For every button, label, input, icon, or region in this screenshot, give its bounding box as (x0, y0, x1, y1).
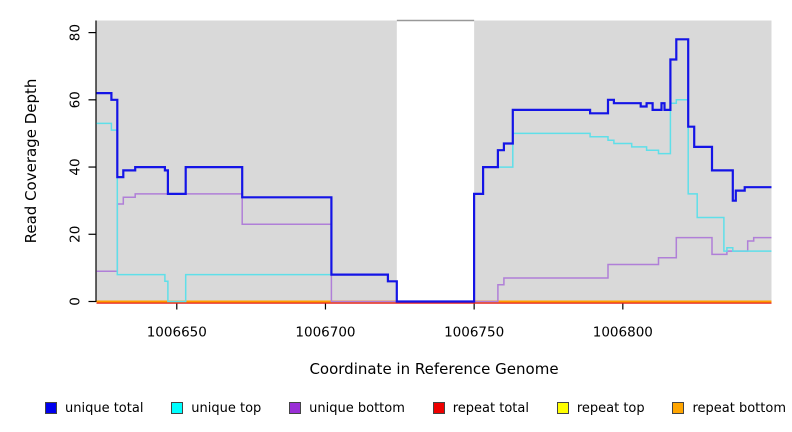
legend-swatch-repeat-total (432, 402, 445, 414)
legend-swatch-unique-top (171, 402, 184, 414)
y-tick-label: 20 (68, 226, 84, 243)
legend-swatch-unique-bottom (289, 402, 302, 414)
series-line-unique-total (96, 38, 772, 303)
plot-background-layer (96, 19, 772, 302)
legend-label: unique bottom (309, 400, 405, 416)
legend-item-unique-bottom: unique bottom (289, 401, 405, 416)
series-line-unique-top (96, 99, 772, 303)
legend-swatch-unique-total (45, 402, 57, 414)
y-axis-title: Read Coverage Depth (22, 79, 40, 244)
legend-label: repeat top (576, 400, 645, 416)
legend-label: repeat bottom (692, 400, 786, 416)
legend-label: repeat total (452, 400, 529, 416)
legend-item-unique-top: unique top (171, 401, 261, 416)
legend-swatch-repeat-bottom (672, 402, 685, 414)
x-tick-label: 1006700 (295, 325, 355, 341)
legend-item-repeat-total: repeat total (432, 400, 529, 416)
plot-background (96, 20, 397, 302)
plot-background (474, 20, 772, 302)
series-line-unique-bottom (96, 193, 772, 303)
legend-item-repeat-bottom: repeat bottom (672, 401, 786, 416)
x-tick-label: 1006800 (593, 325, 653, 341)
x-axis-title: Coordinate in Reference Genome (309, 360, 558, 378)
coverage-plot-svg: 0 20 40 60 80 1006650 1006700 1006750 1006800 Co… (22, 19, 772, 378)
y-tick-label: 80 (68, 24, 84, 41)
series-layer (96, 38, 772, 304)
legend-item-unique-total: unique total (45, 401, 143, 416)
x-tick-label: 1006750 (444, 325, 504, 341)
legend-swatch-repeat-top (556, 402, 569, 414)
chart-legend: unique total unique top unique bottom repea… (45, 396, 786, 420)
legend-item-repeat-top: repeat top (556, 400, 645, 416)
y-tick-label: 40 (68, 158, 84, 175)
coverage-chart: 0 20 40 60 80 1006650 1006700 1006750 1006800 Co… (22, 19, 772, 378)
y-tick-label: 60 (68, 91, 84, 108)
y-tick-label: 0 (68, 297, 84, 306)
legend-label: unique total (65, 400, 144, 416)
legend-label: unique top (191, 400, 262, 416)
x-tick-label: 1006650 (147, 325, 207, 341)
